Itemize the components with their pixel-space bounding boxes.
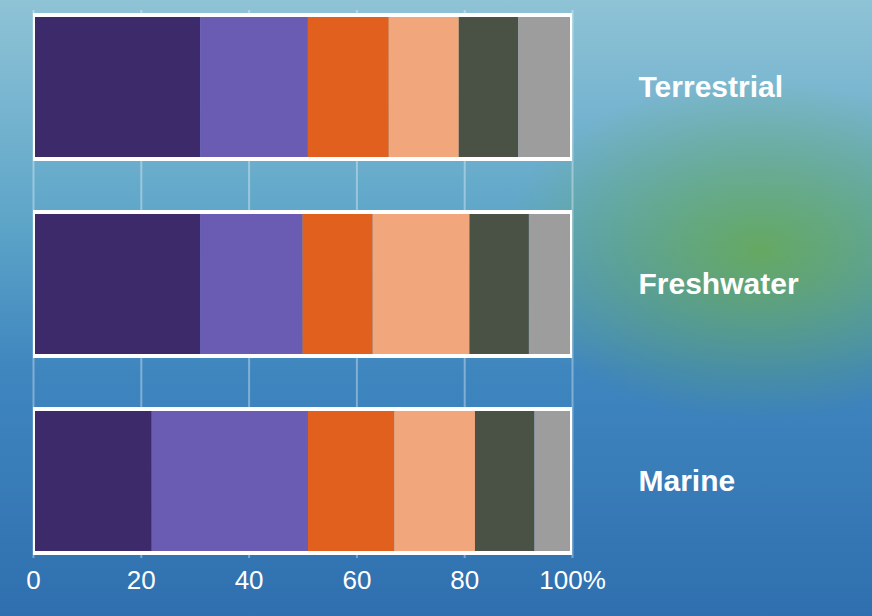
svg-text:100%: 100% <box>539 565 606 595</box>
svg-text:20: 20 <box>127 565 156 595</box>
svg-text:60: 60 <box>342 565 371 595</box>
svg-text:80: 80 <box>450 565 479 595</box>
svg-text:Marine: Marine <box>639 464 736 497</box>
svg-text:Freshwater: Freshwater <box>639 267 799 300</box>
svg-text:Terrestrial: Terrestrial <box>639 70 784 103</box>
svg-text:0: 0 <box>26 565 40 595</box>
svg-text:40: 40 <box>235 565 264 595</box>
